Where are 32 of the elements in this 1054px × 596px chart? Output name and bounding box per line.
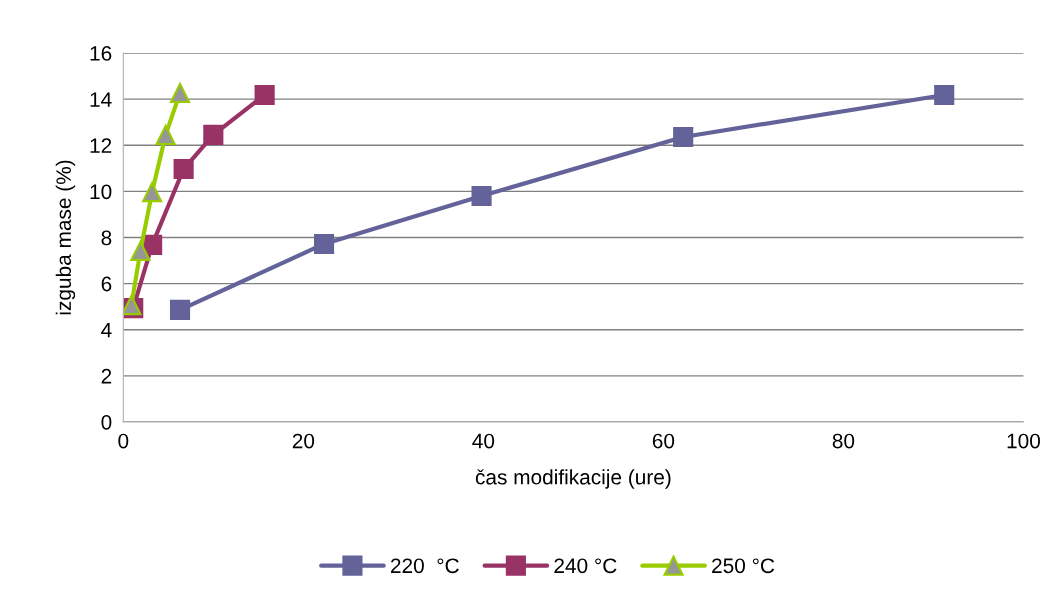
y-tick-label: 14 — [90, 92, 112, 107]
y-tick-label: 2 — [101, 368, 112, 384]
x-axis-title: čas modifikacije (ure) — [475, 469, 671, 489]
point — [203, 124, 224, 145]
y-tick-label: 16 — [90, 46, 112, 61]
y-axis-title: izguba mase (%) — [55, 160, 76, 315]
y-tick-label: 8 — [101, 230, 112, 246]
x-tick-label: 40 — [472, 433, 495, 449]
y-tick-label: 12 — [90, 138, 112, 153]
y-tick-label: 10 — [90, 184, 112, 200]
x-tick-label: 20 — [292, 433, 315, 449]
x-tick-label: 80 — [832, 433, 855, 449]
point — [673, 126, 694, 148]
point — [130, 240, 151, 261]
point — [169, 299, 191, 320]
x-tick-label: 0 — [118, 433, 129, 449]
x-tick-label: 100 — [1007, 433, 1040, 449]
legend-label: 240 °C — [554, 558, 617, 574]
y-tick-label: 4 — [101, 322, 112, 338]
point — [313, 233, 335, 255]
point — [142, 182, 163, 203]
point — [254, 84, 275, 106]
point — [155, 124, 176, 145]
x-tick-label: 60 — [652, 433, 675, 449]
legend-label: 250 °C — [712, 558, 775, 574]
point — [471, 185, 492, 207]
y-tick-label: 0 — [101, 414, 112, 430]
point — [169, 82, 191, 103]
y-tick-label: 6 — [101, 276, 112, 292]
point — [934, 84, 955, 106]
point — [173, 158, 194, 180]
legend-label: 220 °C — [390, 558, 459, 574]
